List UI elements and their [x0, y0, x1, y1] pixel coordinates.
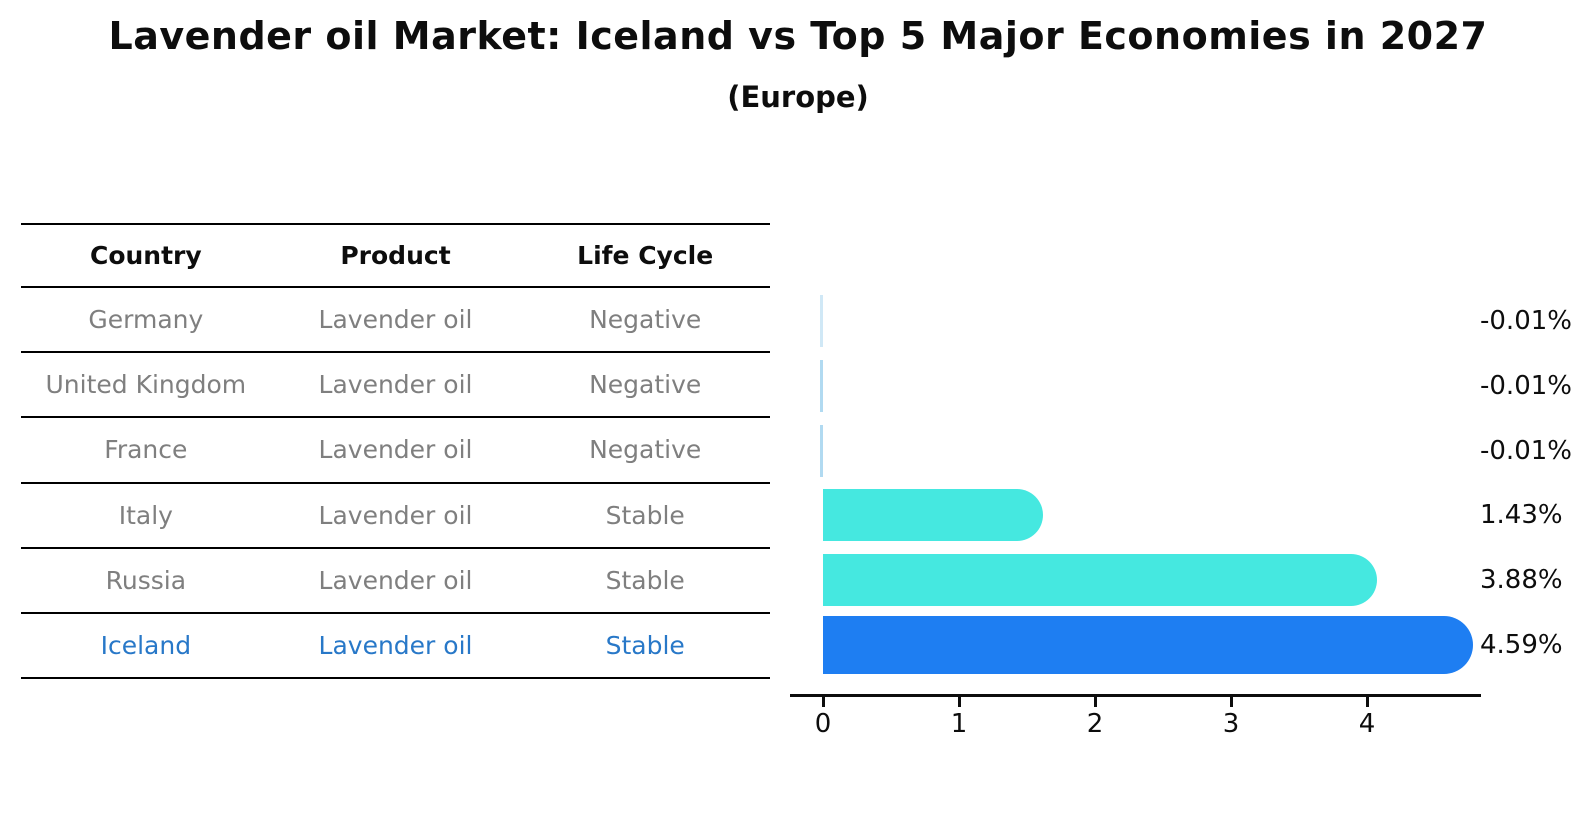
cell-country: Iceland — [100, 631, 192, 661]
cell-life-cycle: Negative — [589, 370, 702, 400]
x-axis-tick-label-2: 2 — [1086, 709, 1104, 739]
chart-subtitle: (Europe) — [727, 80, 869, 114]
cell-product: Lavender oil — [318, 565, 473, 595]
cell-country: Russia — [105, 565, 187, 595]
value-label-iceland: 4.59% — [1480, 630, 1563, 660]
x-axis-tick-label-1: 1 — [950, 709, 968, 739]
cell-product: Lavender oil — [318, 631, 473, 661]
cell-country: United Kingdom — [45, 370, 247, 400]
table-row-russia: Russia Lavender oil Stable — [21, 549, 770, 614]
x-axis-line — [790, 694, 1481, 697]
cell-product: Lavender oil — [318, 370, 473, 400]
column-header-country: Country — [89, 241, 202, 270]
cell-life-cycle: Negative — [589, 435, 702, 465]
table-row-france: France Lavender oil Negative — [21, 418, 770, 484]
cell-life-cycle: Stable — [605, 500, 685, 530]
bar-italy — [823, 489, 1043, 541]
bar-france — [820, 425, 823, 477]
column-header-life-cycle: Life Cycle — [577, 241, 714, 270]
cell-product: Lavender oil — [318, 500, 473, 530]
bar-russia — [823, 554, 1377, 606]
x-axis-tick-label-0: 0 — [814, 709, 832, 739]
value-label-france: -0.01% — [1480, 436, 1572, 466]
table-header-row: Country Product Life Cycle — [21, 225, 770, 288]
x-axis-tick-2 — [1094, 697, 1097, 707]
x-axis-tick-3 — [1230, 697, 1233, 707]
value-label-united-kingdom: -0.01% — [1480, 371, 1572, 401]
x-axis-tick-label-4: 4 — [1358, 709, 1376, 739]
x-axis-tick-label-3: 3 — [1222, 709, 1240, 739]
cell-life-cycle: Stable — [605, 565, 685, 595]
cell-country: France — [104, 435, 188, 465]
bar-germany — [820, 295, 823, 347]
x-axis-tick-1 — [958, 697, 961, 707]
bar-united-kingdom — [820, 360, 823, 412]
table-row-germany: Germany Lavender oil Negative — [21, 288, 770, 354]
table-row-italy: Italy Lavender oil Stable — [21, 484, 770, 549]
cell-country: Italy — [118, 500, 173, 530]
table-row-united-kingdom: United Kingdom Lavender oil Negative — [21, 353, 770, 419]
value-label-italy: 1.43% — [1480, 500, 1563, 530]
table-body: Germany Lavender oil Negative United Kingdo… — [21, 288, 770, 680]
value-label-russia: 3.88% — [1480, 565, 1563, 595]
bar-iceland — [823, 616, 1473, 674]
x-axis-tick-0 — [822, 697, 825, 707]
cell-country: Germany — [88, 305, 204, 335]
chart-title: Lavender oil Market: Iceland vs Top 5 Ma… — [108, 14, 1488, 58]
x-axis-tick-4 — [1366, 697, 1369, 707]
value-label-germany: -0.01% — [1480, 306, 1572, 336]
cell-life-cycle: Stable — [605, 631, 685, 661]
table-row-iceland: Iceland Lavender oil Stable — [21, 614, 770, 680]
column-header-product: Product — [340, 241, 451, 270]
cell-product: Lavender oil — [318, 435, 473, 465]
comparison-table: Country Product Life Cycle Germany Lavend… — [21, 223, 770, 680]
cell-life-cycle: Negative — [589, 305, 702, 335]
cell-product: Lavender oil — [318, 305, 473, 335]
